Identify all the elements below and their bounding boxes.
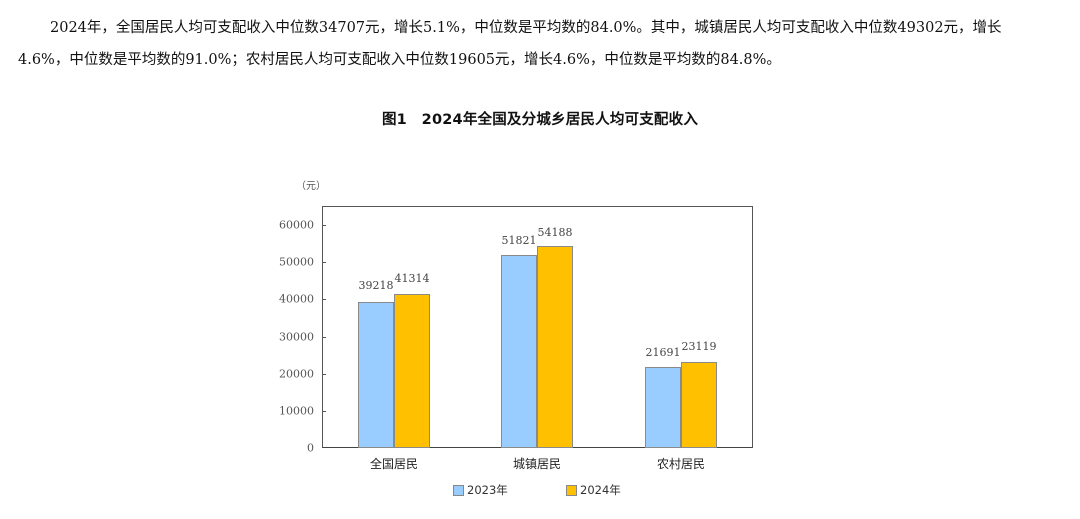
y-tick-20000: 20000 xyxy=(279,367,314,381)
legend-swatch-2024 xyxy=(566,484,577,496)
legend-label-2024: 2024年 xyxy=(580,483,621,497)
y-tick-0: 0 xyxy=(307,441,314,455)
legend-swatch-2023 xyxy=(453,484,464,496)
legend-item-2024: 2024年 xyxy=(566,482,621,498)
y-tick-60000: 60000 xyxy=(279,218,314,232)
x-label-urban: 城镇居民 xyxy=(512,457,562,471)
y-tick-10000: 10000 xyxy=(279,404,314,418)
legend-item-2023: 2023年 xyxy=(453,482,508,498)
summary-line-1: 2024年，全国居民人均可支配收入中位数34707元，增长5.1%，中位数是平均… xyxy=(50,20,1002,36)
tick-mark xyxy=(322,374,326,375)
value-label-2024-rural: 23119 xyxy=(681,340,717,353)
value-label-2023-rural: 21691 xyxy=(645,346,681,359)
tick-mark xyxy=(322,299,326,300)
tick-mark xyxy=(322,262,326,263)
bar-2023-urban xyxy=(501,255,537,448)
figure-title: 图1 2024年全国及分城乡居民人均可支配收入 xyxy=(381,112,699,128)
value-label-2023-urban: 51821 xyxy=(501,234,537,247)
y-axis-unit: （元） xyxy=(296,181,326,192)
x-label-national: 全国居民 xyxy=(369,457,419,471)
bar-2024-national xyxy=(394,294,430,448)
y-tick-30000: 30000 xyxy=(279,330,314,344)
tick-mark xyxy=(322,337,326,338)
bar-2023-rural xyxy=(645,367,681,448)
value-label-2023-national: 39218 xyxy=(358,279,394,292)
legend-label-2023: 2023年 xyxy=(467,483,508,497)
tick-mark xyxy=(322,225,326,226)
bar-2024-rural xyxy=(681,362,717,448)
value-label-2024-national: 41314 xyxy=(394,272,430,285)
value-label-2024-urban: 54188 xyxy=(537,226,573,239)
summary-paragraph: 2024年，全国居民人均可支配收入中位数34707元，增长5.1%，中位数是平均… xyxy=(18,12,1068,76)
y-tick-40000: 40000 xyxy=(279,292,314,306)
tick-mark xyxy=(322,411,326,412)
x-label-rural: 农村居民 xyxy=(656,457,706,471)
bar-2023-national xyxy=(358,302,394,448)
y-tick-50000: 50000 xyxy=(279,255,314,269)
bar-2024-urban xyxy=(537,246,573,448)
summary-line-2: 4.6%，中位数是平均数的91.0%；农村居民人均可支配收入中位数19605元，… xyxy=(18,52,781,68)
